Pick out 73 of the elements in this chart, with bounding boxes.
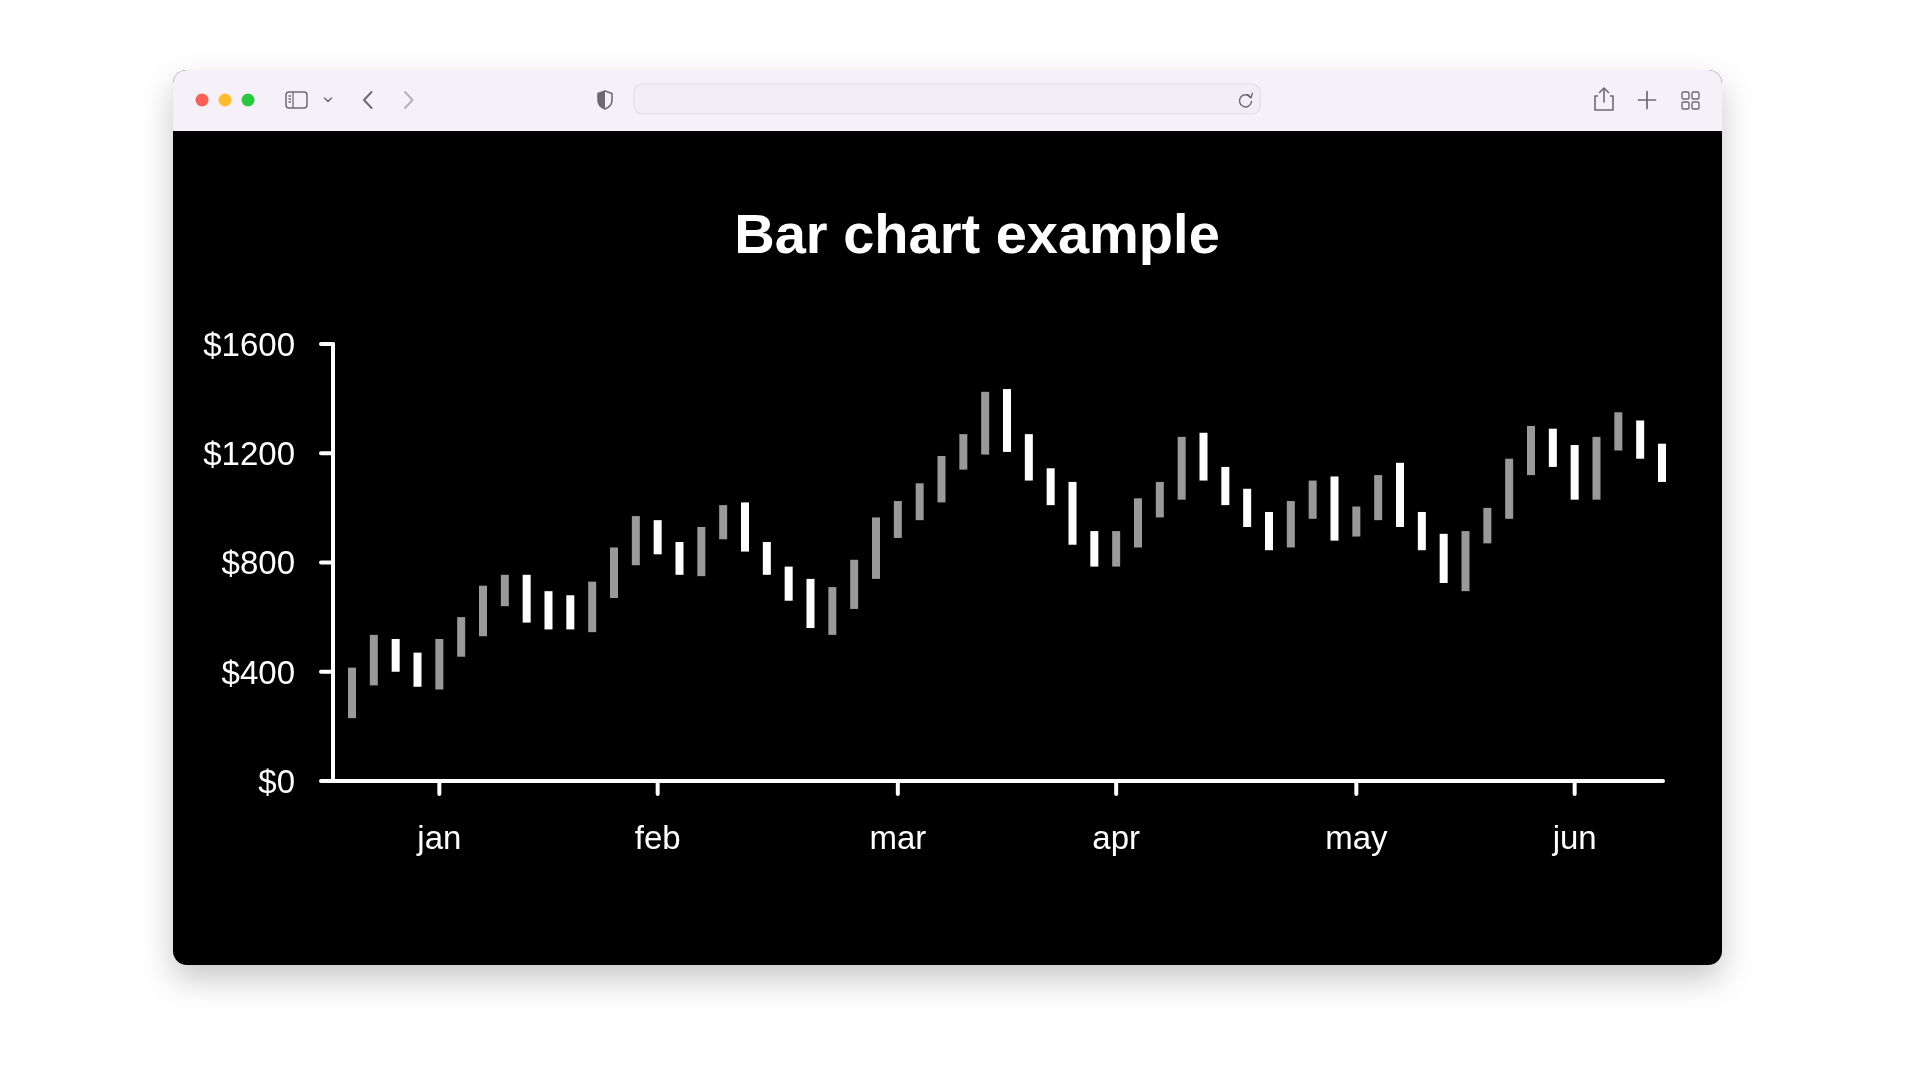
- candlestick: [1308, 480, 1317, 519]
- x-tick-label: may: [1325, 819, 1388, 856]
- candlestick: [1570, 445, 1579, 500]
- candlestick: [1483, 507, 1492, 544]
- candlestick: [1112, 531, 1121, 567]
- candlestick: [915, 483, 924, 521]
- candlestick: [1221, 466, 1230, 506]
- candlestick: [762, 542, 771, 575]
- candlestick: [544, 591, 553, 630]
- y-tick-label: $1600: [203, 325, 295, 363]
- candlestick: [1243, 488, 1252, 527]
- x-tick-label: jun: [1551, 819, 1597, 856]
- candlestick: [741, 502, 749, 552]
- candlestick: [1592, 436, 1601, 500]
- x-tick-label: mar: [869, 819, 927, 856]
- candlestick: [1330, 476, 1339, 541]
- candlestick: [1134, 498, 1142, 548]
- candlestick: [413, 652, 422, 687]
- y-tick-label: $0: [258, 762, 295, 800]
- candlestick: [1527, 425, 1535, 476]
- candlestick: [1068, 481, 1077, 545]
- candlestick: [981, 391, 990, 455]
- candlestick: [1505, 458, 1514, 519]
- y-tick-label: $800: [221, 544, 295, 582]
- candlestick: [828, 587, 837, 635]
- candlestick: [610, 547, 618, 599]
- candlestick: [1155, 481, 1164, 518]
- candlestick: [1636, 420, 1645, 459]
- candlestick: [457, 617, 466, 657]
- candlestick: [1177, 436, 1186, 500]
- candlestick: [1265, 511, 1273, 551]
- candlestick: [566, 595, 575, 630]
- candlestick: [479, 585, 487, 637]
- candlestick: [697, 526, 706, 577]
- candlestick: [1046, 468, 1055, 506]
- candlestick: [435, 638, 444, 690]
- candlestick: [348, 667, 356, 719]
- candlestick: [500, 574, 509, 607]
- candlestick: [1461, 531, 1470, 592]
- candlestick: [1024, 434, 1033, 481]
- x-tick-label: feb: [634, 819, 681, 856]
- candlestick: [1286, 501, 1295, 548]
- candlestick: [1374, 475, 1383, 521]
- candlestick: [1003, 389, 1011, 452]
- chart-title: Bar chart example: [734, 202, 1220, 265]
- candlestick: [1439, 533, 1448, 583]
- candlestick: [1658, 443, 1666, 482]
- candlestick: [893, 501, 902, 538]
- candlestick: [850, 559, 859, 609]
- candlestick: [675, 542, 684, 575]
- candlestick: [719, 505, 728, 540]
- y-tick-label: $1200: [203, 435, 295, 473]
- candlestick: [391, 638, 400, 672]
- candlestick: [872, 517, 880, 579]
- y-tick-label: $400: [221, 653, 295, 691]
- candlestick: [631, 516, 640, 566]
- candlestick: [1548, 428, 1557, 467]
- candlestick: [1090, 531, 1099, 567]
- candlestick: [1352, 506, 1361, 537]
- candlestick: [806, 578, 815, 629]
- x-tick-label: apr: [1092, 819, 1141, 856]
- candlestick: [588, 581, 597, 633]
- candlestick: [1614, 412, 1623, 451]
- candlestick: [1199, 432, 1208, 481]
- candlestick: [653, 520, 662, 555]
- candlestick: [522, 574, 531, 623]
- candlestick: [784, 566, 793, 601]
- candlestick: [937, 455, 946, 503]
- candlestick: [369, 634, 378, 686]
- candlestick: [1396, 462, 1404, 527]
- candlestick: [959, 434, 968, 470]
- x-tick-label: jan: [416, 819, 462, 856]
- candlestick: [1417, 511, 1426, 551]
